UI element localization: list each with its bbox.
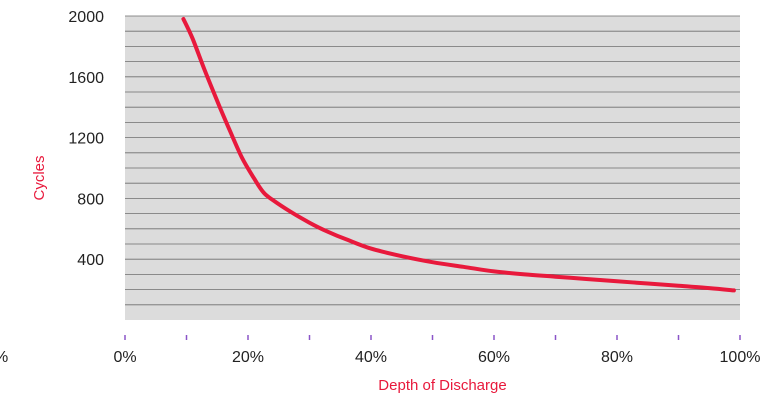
y-tick-label: 800 [77, 191, 104, 208]
left-edge-fragment: % [0, 349, 8, 366]
y-tick-label: 1200 [68, 131, 104, 148]
x-tick-label: 60% [478, 349, 510, 366]
x-tick-label: 40% [355, 349, 387, 366]
y-tick-label: 1600 [68, 70, 104, 87]
x-tick-label: 0% [113, 349, 136, 366]
x-ticks [124, 335, 741, 340]
y-tick-label: 2000 [68, 9, 104, 26]
y-tick-labels: 400 800 1200 1600 2000 [68, 9, 104, 269]
x-tick-label: 80% [601, 349, 633, 366]
y-axis-title: Cycles [31, 155, 48, 200]
x-axis-title: Depth of Discharge [378, 377, 506, 394]
x-tick-label: 100% [720, 349, 761, 366]
series-line [181, 17, 736, 293]
gridlines [125, 15, 740, 306]
x-tick-labels: 0% 20% 40% 60% 80% 100% [113, 349, 760, 366]
y-tick-label: 400 [77, 252, 104, 269]
x-tick-label: 20% [232, 349, 264, 366]
